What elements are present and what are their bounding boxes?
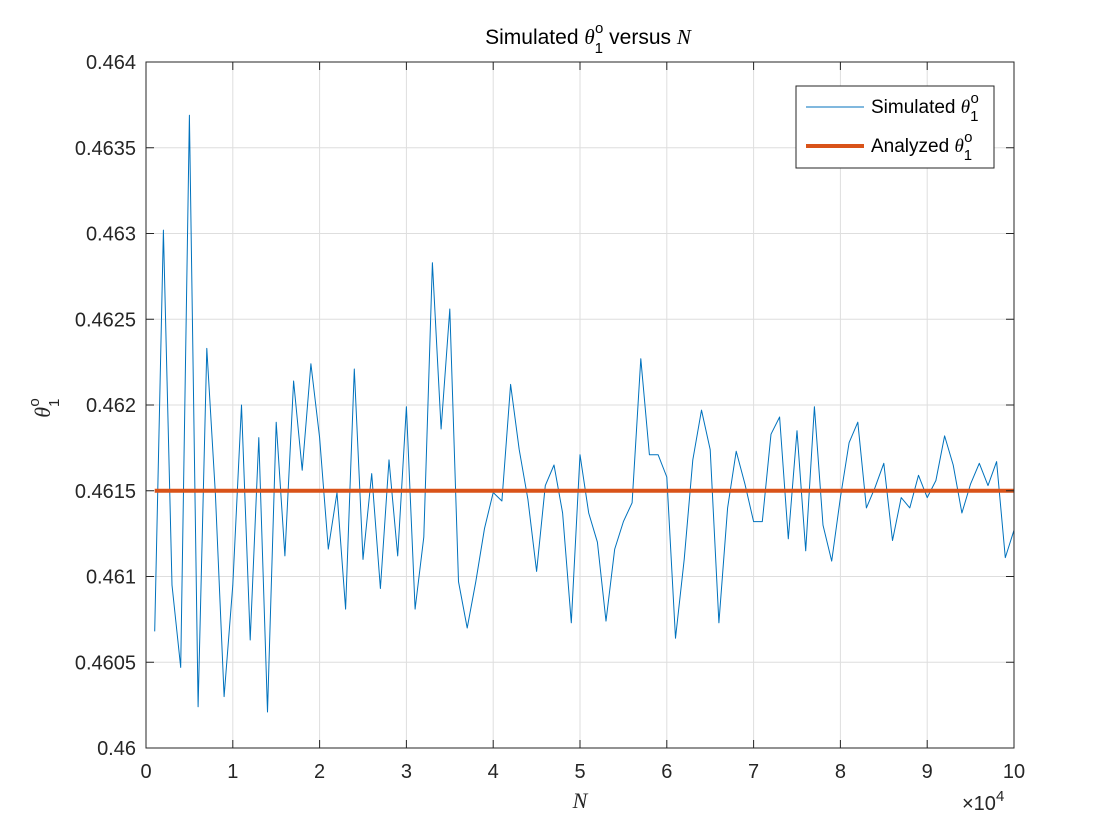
y-axis-label: θ1o	[26, 398, 63, 418]
x-tick-label: 10	[1003, 761, 1025, 783]
y-tick-label: 0.462	[86, 395, 136, 417]
series-layer	[154, 114, 1015, 713]
y-tick-label: 0.4635	[75, 138, 136, 160]
legend-label-simulated: Simulated θ1o	[871, 90, 979, 125]
legend-box	[795, 85, 995, 169]
y-tick-label: 0.46	[97, 738, 136, 760]
y-tick-label: 0.464	[86, 52, 136, 74]
y-tick-label: 0.4625	[75, 309, 136, 331]
legend-label-analyzed: Analyzed θ1o	[871, 129, 972, 164]
x-tick-label: 2	[314, 761, 325, 783]
y-tick-label: 0.463	[86, 224, 136, 246]
x-tick-label: 9	[922, 761, 933, 783]
x-tick-label: 6	[661, 761, 672, 783]
x-tick-label: 4	[488, 761, 499, 783]
x-tick-label: 7	[748, 761, 759, 783]
x-tick-label: 8	[835, 761, 846, 783]
y-tick-label: 0.4615	[75, 481, 136, 503]
x-axis-exponent: ×104	[962, 788, 1004, 815]
x-tick-label: 1	[227, 761, 238, 783]
ticks: 0 1 2 3 4 5 6 7 8 9 10 0.46 0.4605 0.461 0.4615 0.462 0.…	[75, 52, 1025, 783]
series-line-simulated	[154, 114, 1015, 713]
y-tick-label: 0.461	[86, 567, 136, 589]
x-axis-label: N	[572, 788, 589, 813]
chart-title: Simulated θ1o versus N	[485, 20, 692, 57]
legend: Simulated θ1o Analyzed θ1o	[795, 85, 995, 169]
y-tick-label: 0.4605	[75, 652, 136, 674]
x-tick-label: 5	[574, 761, 585, 783]
x-tick-label: 0	[140, 761, 151, 783]
svg-text:θ1o: θ1o	[26, 398, 63, 418]
x-tick-label: 3	[401, 761, 412, 783]
